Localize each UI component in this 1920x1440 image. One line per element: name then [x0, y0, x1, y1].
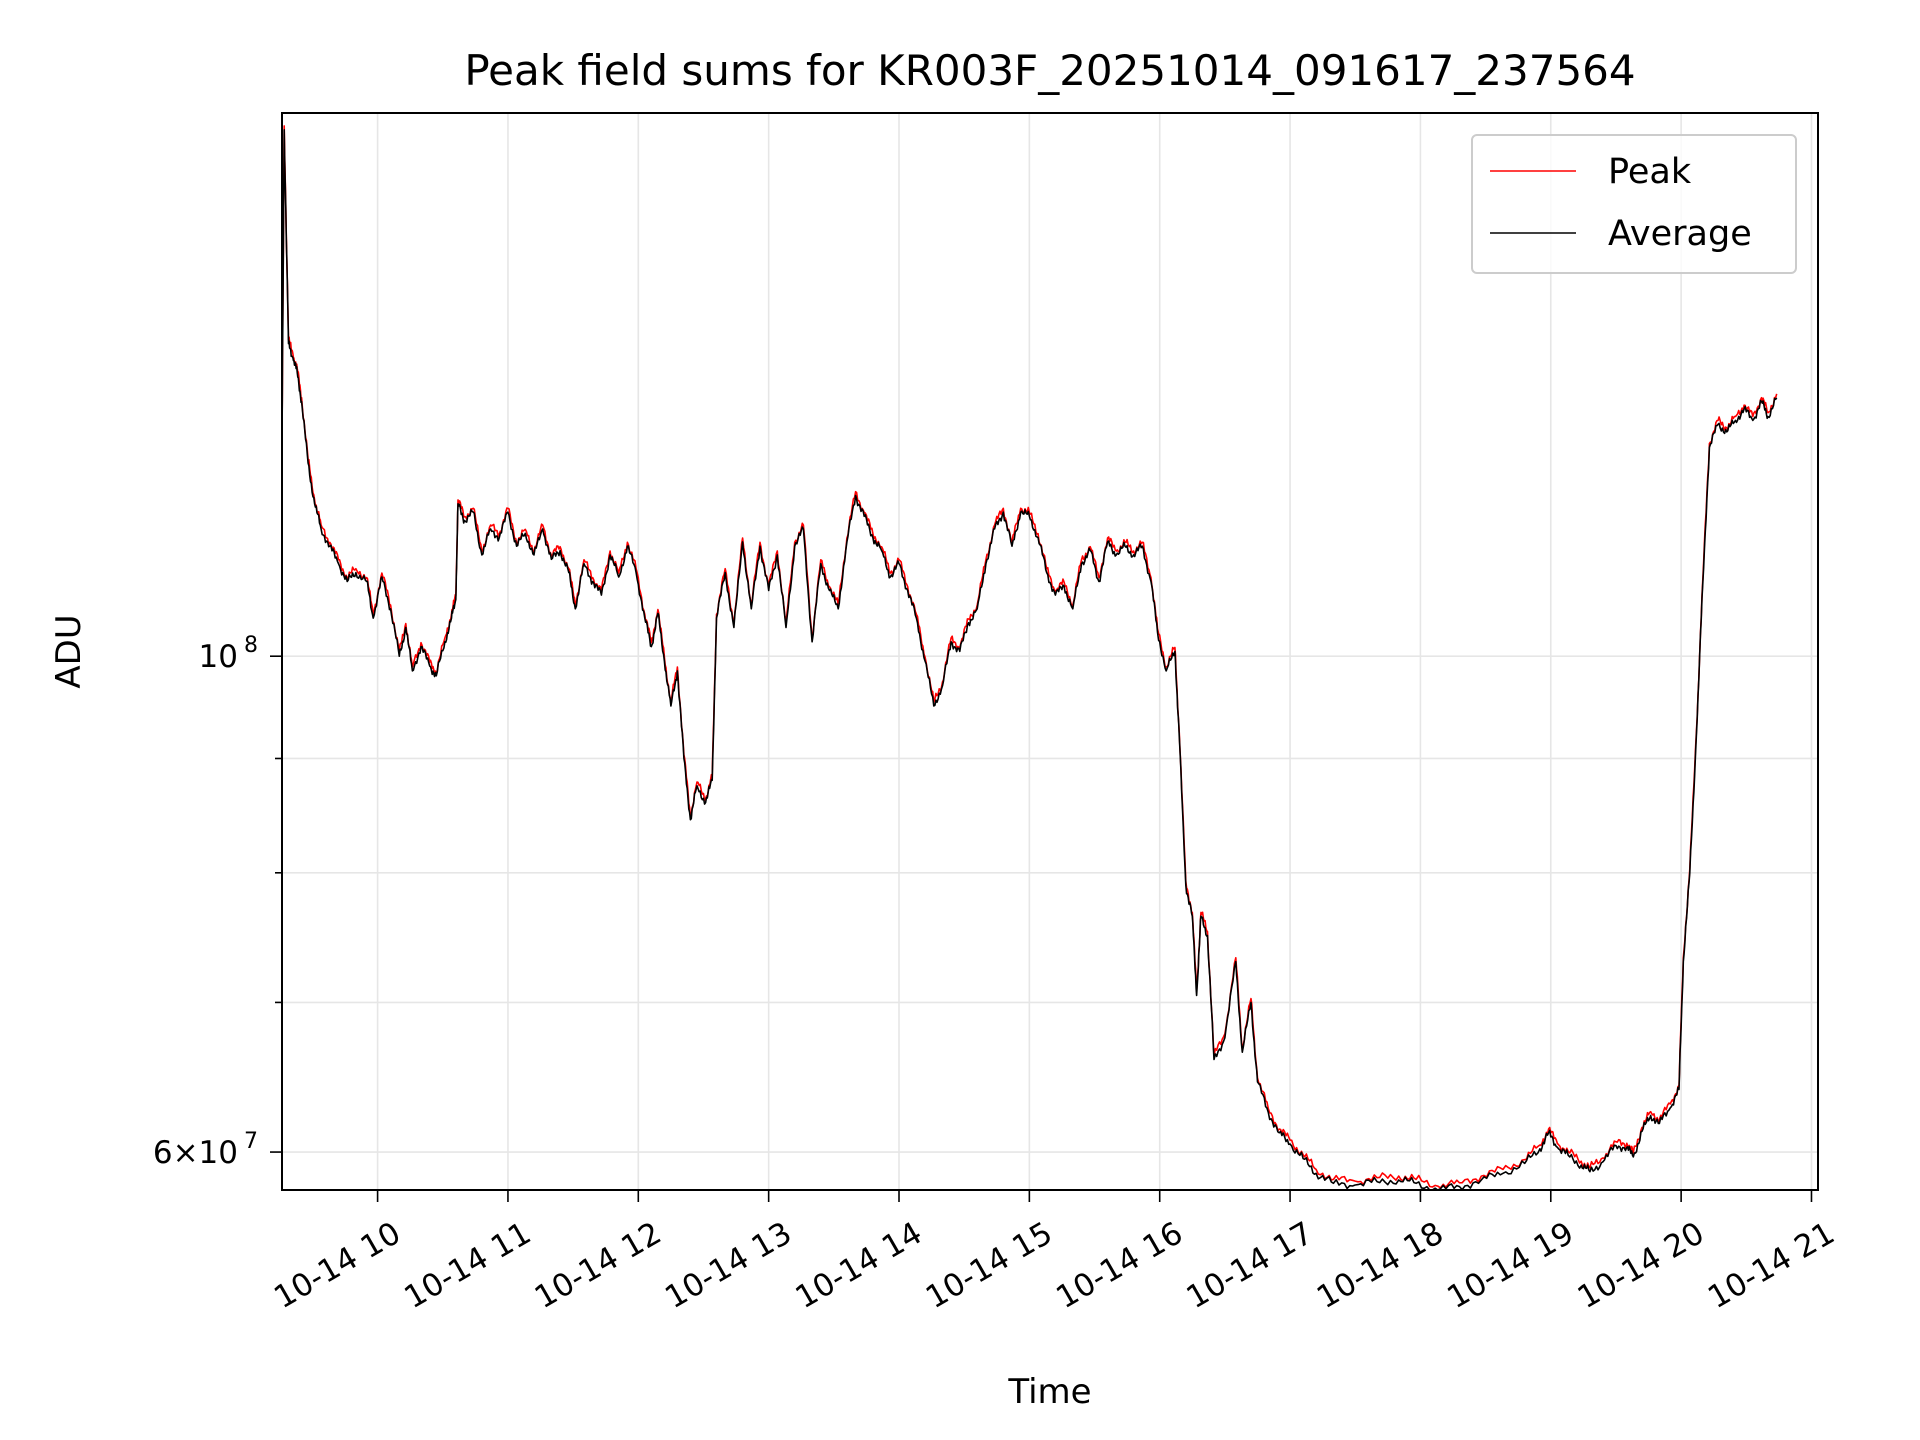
- plot-area-frame: [281, 112, 1819, 1191]
- y-tick-label-exponent: 7: [244, 1129, 258, 1154]
- y-tick-label-exponent: 8: [244, 633, 258, 658]
- x-axis-label: Time: [1007, 1372, 1091, 1412]
- series-line-average: [281, 129, 1778, 1191]
- y-axis-label: ADU: [49, 614, 89, 688]
- y-tick-label: 6×10: [153, 1135, 238, 1171]
- legend-frame: [1471, 134, 1797, 274]
- legend: Peak Average: [1471, 134, 1797, 274]
- legend-label: Peak: [1608, 152, 1692, 192]
- y-tick-label: 10: [199, 639, 238, 675]
- chart-title: Peak field sums for KR003F_20251014_0916…: [464, 46, 1635, 95]
- series-lines: [281, 125, 1778, 1191]
- legend-label: Average: [1608, 214, 1752, 254]
